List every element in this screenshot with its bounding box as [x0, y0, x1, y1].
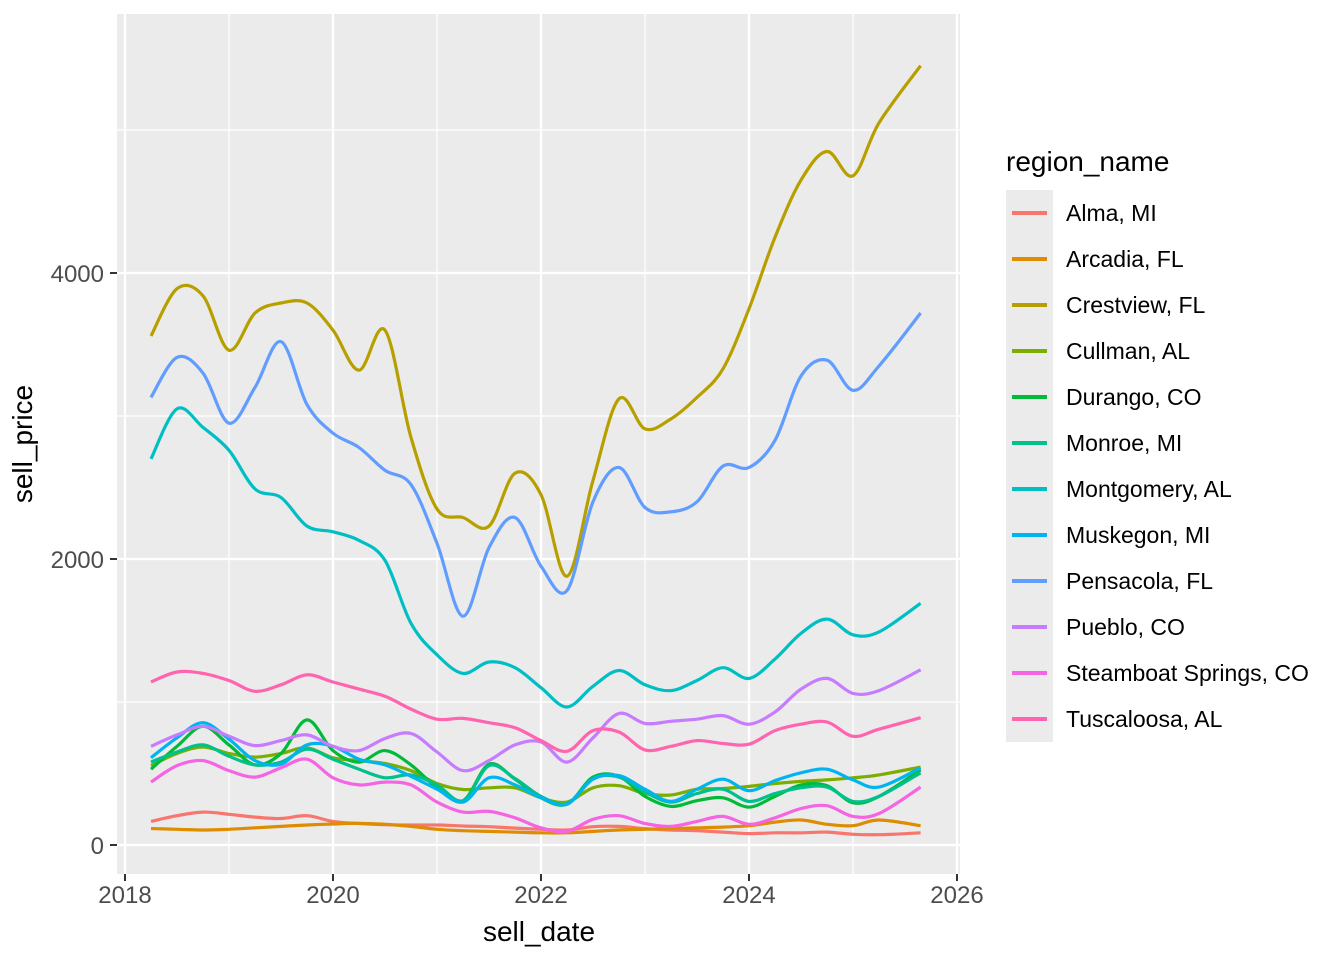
legend-key-line [1012, 579, 1047, 583]
gridlines [117, 14, 960, 874]
legend-key-line [1012, 671, 1047, 675]
legend-item: Monroe, MI [1004, 420, 1334, 466]
y-tick-label: 2000 [51, 547, 104, 574]
series-line [149, 64, 922, 578]
legend: region_name Alma, MI Arcadia, FL Crestview… [1004, 0, 1340, 960]
legend-key-line [1012, 487, 1047, 491]
legend-label: Arcadia, FL [1066, 245, 1184, 272]
legend-label: Montgomery, AL [1066, 475, 1232, 502]
legend-item: Tuscaloosa, AL [1004, 696, 1334, 742]
legend-key [1006, 236, 1053, 282]
legend-key-line [1012, 303, 1047, 307]
legend-key-line [1012, 441, 1047, 445]
y-axis-title: sell_price [7, 385, 38, 503]
axis-tick-labels: 2018 2020 2022 2024 2026 0 2000 4000 [51, 261, 984, 909]
legend-item: Montgomery, AL [1004, 466, 1334, 512]
legend-key [1006, 190, 1053, 236]
legend-key [1006, 282, 1053, 328]
legend-item: Muskegon, MI [1004, 512, 1334, 558]
legend-key-line [1012, 717, 1047, 721]
legend-item: Alma, MI [1004, 190, 1334, 236]
legend-key-line [1012, 211, 1047, 215]
legend-key [1006, 466, 1053, 512]
series-line [150, 757, 922, 834]
series-lines [149, 64, 922, 837]
legend-item: Pueblo, CO [1004, 604, 1334, 650]
legend-label: Cullman, AL [1066, 337, 1191, 364]
legend-key [1006, 696, 1053, 742]
series-line [150, 721, 922, 807]
legend-item: Cullman, AL [1004, 328, 1334, 374]
legend-label: Steamboat Springs, CO [1066, 659, 1309, 686]
chart-panel [117, 14, 960, 874]
legend-key-line [1012, 349, 1047, 353]
x-tick-label: 2022 [514, 882, 567, 909]
legend-label: Pueblo, CO [1066, 613, 1185, 640]
legend-key-line [1012, 257, 1047, 261]
x-tick-label: 2024 [722, 882, 775, 909]
y-tick-label: 0 [91, 833, 104, 860]
legend-key [1006, 558, 1053, 604]
legend-key-line [1012, 533, 1047, 537]
legend-key [1006, 374, 1053, 420]
legend-key-line [1012, 395, 1047, 399]
legend-key [1006, 512, 1053, 558]
legend-key [1006, 328, 1053, 374]
x-tick-label: 2026 [930, 882, 983, 909]
series-line [150, 818, 921, 835]
legend-label: Crestview, FL [1066, 291, 1206, 318]
legend-item: Arcadia, FL [1004, 236, 1334, 282]
legend-label: Muskegon, MI [1066, 521, 1211, 548]
legend-label: Alma, MI [1066, 199, 1157, 226]
legend-label: Pensacola, FL [1066, 567, 1214, 594]
series-line [149, 406, 922, 709]
legend-item: Pensacola, FL [1004, 558, 1334, 604]
legend-item: Durango, CO [1004, 374, 1334, 420]
series-line [150, 743, 922, 806]
legend-label: Tuscaloosa, AL [1066, 705, 1223, 732]
legend-label: Monroe, MI [1066, 429, 1183, 456]
axis-ticks [110, 272, 958, 881]
series-line [150, 669, 922, 754]
series-line [150, 810, 921, 837]
legend-item: Crestview, FL [1004, 282, 1334, 328]
legend-key-line [1012, 625, 1047, 629]
legend-item: Steamboat Springs, CO [1004, 650, 1334, 696]
x-tick-label: 2018 [98, 882, 151, 909]
legend-key [1006, 604, 1053, 650]
legend-key [1006, 650, 1053, 696]
x-tick-label: 2020 [306, 882, 359, 909]
y-tick-label: 4000 [51, 261, 104, 288]
legend-key [1006, 420, 1053, 466]
panel-background [117, 14, 960, 874]
series-line [150, 668, 922, 773]
legend-title: region_name [1006, 146, 1170, 177]
x-axis-title: sell_date [483, 916, 595, 947]
series-line [149, 312, 922, 618]
legend-label: Durango, CO [1066, 383, 1202, 410]
